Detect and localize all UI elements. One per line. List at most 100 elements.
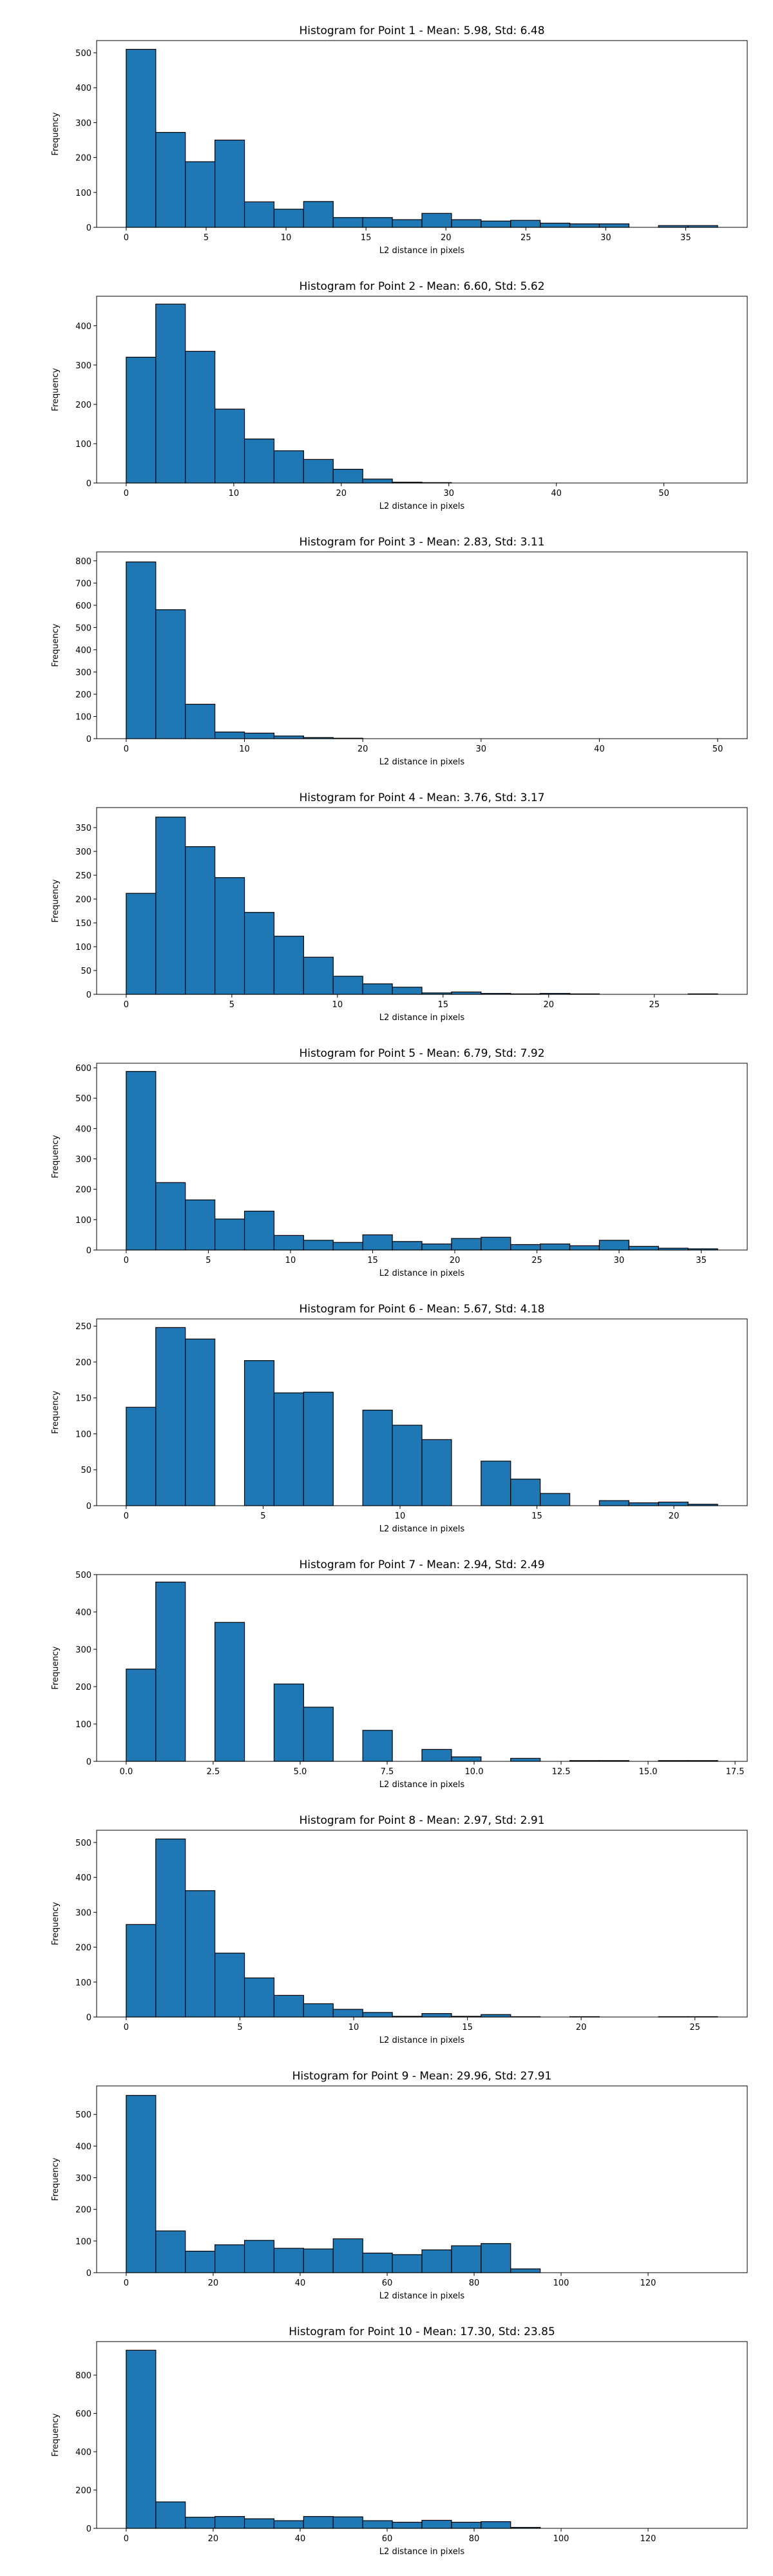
x-tick-label: 30 — [443, 489, 454, 498]
x-tick-label: 0 — [124, 1000, 129, 1010]
chart-title: Histogram for Point 7 - Mean: 2.94, Std:… — [299, 1558, 544, 1571]
x-tick-label: 25 — [520, 233, 531, 243]
x-tick-label: 10 — [348, 2023, 359, 2032]
histogram-bar — [303, 459, 334, 484]
histogram-bar — [273, 1235, 304, 1251]
histogram-bar — [185, 2250, 216, 2273]
x-tick-label: 50 — [712, 744, 723, 754]
plot-frame — [96, 1063, 748, 1251]
x-tick-label: 80 — [469, 2278, 480, 2288]
histogram-bar — [421, 1243, 452, 1251]
y-tick-label: 500 — [75, 1094, 91, 1104]
y-tick-label: 0 — [86, 990, 91, 1000]
x-tick-label: 40 — [551, 489, 562, 498]
x-tick-label: 10 — [229, 489, 240, 498]
y-tick-label: 800 — [75, 2371, 91, 2381]
histogram-bar — [155, 1582, 186, 1762]
x-tick-label: 25 — [690, 2023, 701, 2032]
y-tick-label: 400 — [75, 1608, 91, 1618]
x-tick-label: 0 — [124, 2534, 129, 2544]
chart-title: Histogram for Point 4 - Mean: 3.76, Std:… — [299, 791, 544, 804]
y-tick-label: 200 — [75, 1683, 91, 1692]
x-tick-label: 100 — [553, 2278, 569, 2288]
histogram-bar — [362, 1410, 393, 1506]
histogram-bar — [569, 1245, 600, 1251]
histogram-bar — [155, 131, 186, 228]
histogram-bar — [658, 1501, 689, 1506]
x-tick-label: 40 — [295, 2534, 306, 2544]
histogram-bar — [303, 1240, 334, 1251]
x-axis-label: L2 distance in pixels — [379, 1780, 465, 1790]
y-axis-label: Frequency — [51, 1390, 61, 1434]
histogram-bar — [303, 1392, 334, 1506]
y-tick-label: 50 — [81, 967, 91, 976]
histogram-bar — [481, 220, 511, 228]
x-tick-label: 10 — [285, 1256, 296, 1265]
y-tick-label: 700 — [75, 579, 91, 589]
x-axis-label: L2 distance in pixels — [379, 502, 465, 511]
histogram-bar — [362, 983, 393, 995]
y-tick-label: 0 — [86, 2013, 91, 2023]
y-tick-label: 600 — [75, 1064, 91, 1074]
x-tick-label: 120 — [640, 2534, 656, 2544]
y-tick-label: 400 — [75, 2142, 91, 2152]
chart-title: Histogram for Point 3 - Mean: 2.83, Std:… — [299, 536, 544, 549]
histogram-bar — [451, 219, 482, 228]
y-axis-label: Frequency — [51, 368, 61, 411]
histogram-bar — [569, 223, 600, 228]
histogram-bar — [126, 1071, 157, 1251]
x-tick-label: 20 — [208, 2278, 219, 2288]
histogram-panel-10: Histogram for Point 10 - Mean: 17.30, St… — [51, 2325, 748, 2557]
histogram-bar — [481, 1236, 511, 1251]
histogram-bar — [362, 2520, 393, 2529]
x-tick-label: 40 — [594, 744, 605, 754]
x-tick-label: 20 — [543, 1000, 554, 1010]
histogram-bar — [451, 1238, 482, 1251]
chart-title: Histogram for Point 10 - Mean: 17.30, St… — [289, 2325, 555, 2338]
plot-frame — [96, 40, 748, 228]
histogram-bar — [243, 2240, 275, 2273]
x-tick-label: 5 — [205, 1256, 211, 1265]
x-axis-label: L2 distance in pixels — [379, 757, 465, 767]
x-tick-label: 50 — [658, 489, 669, 498]
y-tick-label: 100 — [75, 943, 91, 952]
x-tick-label: 15 — [438, 1000, 449, 1010]
histogram-panel-2: Histogram for Point 2 - Mean: 6.60, Std:… — [51, 280, 748, 511]
histogram-bar — [273, 735, 304, 739]
histogram-bar — [540, 1493, 571, 1506]
y-tick-label: 200 — [75, 690, 91, 700]
y-tick-label: 0 — [86, 2269, 91, 2278]
histogram-panel-9: Histogram for Point 9 - Mean: 29.96, Std… — [51, 2070, 748, 2301]
y-tick-label: 0 — [86, 1757, 91, 1767]
x-tick-label: 10 — [281, 233, 292, 243]
histogram-bar — [362, 1730, 393, 1762]
histogram-bar — [243, 732, 275, 739]
histogram-bar — [421, 1439, 452, 1506]
y-tick-label: 400 — [75, 1873, 91, 1883]
histogram-bar — [126, 48, 157, 228]
y-tick-label: 100 — [75, 1216, 91, 1226]
x-tick-label: 25 — [649, 1000, 660, 1010]
y-tick-label: 400 — [75, 2448, 91, 2458]
x-axis-label: L2 distance in pixels — [379, 2547, 465, 2557]
x-axis-label: L2 distance in pixels — [379, 1269, 465, 1278]
y-tick-label: 300 — [75, 361, 91, 371]
x-tick-label: 10 — [395, 1511, 406, 1521]
y-tick-label: 100 — [75, 1978, 91, 1988]
histogram-bar — [481, 2014, 511, 2018]
histogram-bar — [155, 1327, 186, 1506]
histogram-bar — [273, 1683, 304, 1762]
histogram-bar — [303, 2515, 334, 2529]
histogram-panel-4: Histogram for Point 4 - Mean: 3.76, Std:… — [51, 791, 748, 1023]
histogram-panel-3: Histogram for Point 3 - Mean: 2.83, Std:… — [51, 536, 748, 767]
histogram-bar — [628, 1245, 659, 1251]
y-axis-label: Frequency — [51, 1902, 61, 1945]
y-axis-label: Frequency — [51, 2157, 61, 2201]
histogram-bar — [303, 2003, 334, 2018]
x-axis-label: L2 distance in pixels — [379, 2291, 465, 2301]
histogram-bar — [510, 1244, 541, 1251]
y-tick-label: 250 — [75, 871, 91, 881]
histogram-panel-7: Histogram for Point 7 - Mean: 2.94, Std:… — [51, 1558, 748, 1790]
histogram-bar — [451, 991, 482, 995]
chart-title: Histogram for Point 5 - Mean: 6.79, Std:… — [299, 1047, 544, 1060]
